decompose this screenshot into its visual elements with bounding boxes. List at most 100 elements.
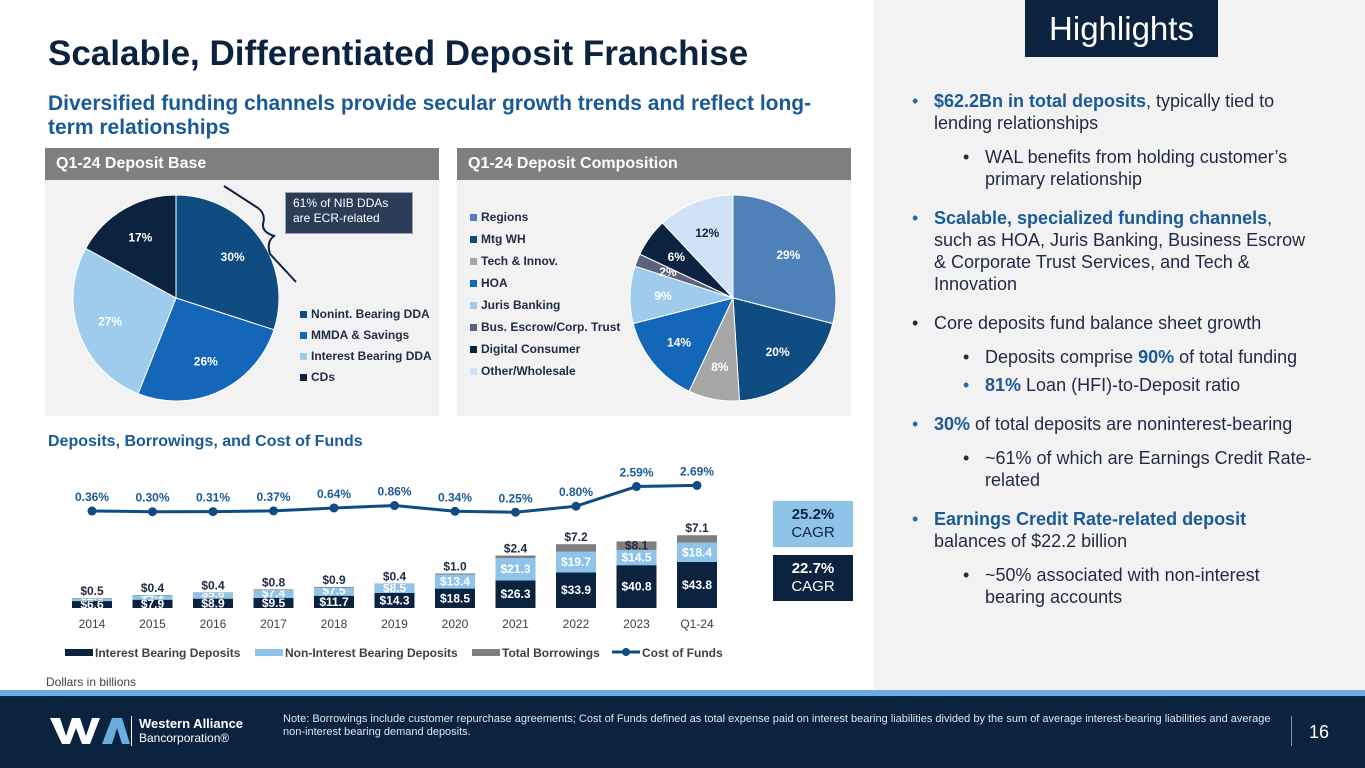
cost-of-funds-point [450, 506, 460, 516]
bar-non-interest-bearing [193, 592, 233, 599]
footer [0, 690, 1365, 768]
deposit-base-heading: Q1-24 Deposit Base [45, 148, 439, 180]
legend-label: Other/Wholesale [481, 364, 576, 378]
cost-of-funds-label: 0.80% [559, 485, 593, 499]
bar-data-label: $18.4 [682, 545, 712, 559]
bar-borrowings [72, 598, 112, 599]
deposit-composition-heading: Q1-24 Deposit Composition [457, 148, 851, 180]
legend-label: Tech & Innov. [481, 254, 558, 268]
pie-slice [732, 194, 837, 325]
x-tick-label: 2021 [502, 617, 529, 631]
highlights-list: $62.2Bn in total deposits, typically tie… [912, 90, 1312, 625]
bar-data-label: $1.0 [443, 559, 467, 573]
pie-slice [72, 247, 177, 395]
bar-non-interest-bearing [72, 598, 112, 602]
bar-interest-bearing [253, 598, 294, 608]
x-tick-label: 2022 [563, 617, 590, 631]
legend-label: Interest Bearing DDA [311, 349, 432, 363]
bar-non-interest-bearing [314, 587, 354, 596]
units-note: Dollars in billions [46, 675, 137, 689]
bar-data-label: $14.3 [379, 593, 409, 607]
bar-interest-bearing [374, 592, 415, 608]
deposit-base-pie-chart: 30% 26% 27% 17% [72, 194, 280, 402]
cost-of-funds-label: 0.31% [196, 491, 230, 505]
footer-divider [1291, 716, 1292, 746]
bar-data-label: $0.4 [201, 578, 225, 592]
bar-data-label: $8.1 [625, 539, 649, 553]
bar-data-label: $7.2 [564, 530, 588, 544]
pie-slice-label: 30% [221, 250, 245, 264]
pie-slice [175, 194, 280, 331]
x-tick-label: 2019 [381, 617, 408, 631]
bar-data-label: $0.4 [141, 581, 165, 595]
bar-data-label: $0.4 [383, 570, 407, 584]
bar-data-label: $7.1 [685, 521, 709, 535]
bar-non-interest-bearing [253, 590, 294, 599]
cost-of-funds-point [511, 507, 520, 517]
bar-interest-bearing [72, 601, 112, 608]
pie-slice-label: 6% [668, 250, 686, 264]
pie-slice [661, 194, 734, 300]
legend-label: Cost of Funds [642, 646, 723, 660]
bar-interest-bearing [193, 598, 233, 608]
legend-item: Nonint. Bearing DDA [300, 307, 432, 321]
cost-of-funds-label: 0.36% [75, 490, 109, 504]
legend-item: Regions [470, 210, 620, 224]
cost-of-funds-label: 0.86% [377, 485, 411, 499]
legend-swatch [622, 648, 630, 656]
legend-label: CDs [311, 370, 336, 384]
x-tick-label: 2020 [442, 617, 469, 631]
x-tick-label: Q1-24 [680, 617, 714, 631]
bar-data-label: $2.3 [80, 589, 104, 603]
bar-data-label: $21.3 [500, 562, 530, 576]
bar-non-interest-bearing [374, 584, 415, 593]
deposit-base-legend: Nonint. Bearing DDA MMDA & Savings Inter… [300, 307, 432, 384]
cost-of-funds-label: 0.25% [498, 491, 532, 505]
legend-item: Other/Wholesale [470, 364, 620, 378]
legend-item: Mtg WH [470, 232, 620, 246]
deposits-bar-chart: $6.6$2.3$0.52014$7.9$4.1$0.42015$8.9$5.6… [65, 464, 723, 660]
bar-borrowings [556, 544, 596, 552]
bar-non-interest-bearing [132, 595, 173, 600]
bar-data-label: $33.9 [561, 583, 591, 597]
page-title: Scalable, Differentiated Deposit Franchi… [48, 34, 749, 73]
legend-label: MMDA & Savings [311, 328, 410, 342]
bar-interest-bearing [616, 565, 657, 608]
bar-data-label: $4.1 [141, 588, 165, 602]
legend-item: Bus. Escrow/Corp. Trust [470, 320, 620, 334]
pie-slice-label: 12% [695, 226, 719, 240]
highlight-sub-bullet: 81% Loan (HFI)-to-Deposit ratio [912, 374, 1312, 396]
page-subtitle: Diversified funding channels provide sec… [48, 92, 812, 139]
bar-data-label: $13.4 [440, 575, 470, 589]
legend-label: Digital Consumer [481, 342, 581, 356]
bar-data-label: $26.3 [500, 587, 530, 601]
bar-interest-bearing [435, 588, 475, 608]
footer-note: Note: Borrowings include customer repurc… [283, 713, 1271, 738]
x-tick-label: 2014 [79, 617, 106, 631]
legend-item: Tech & Innov. [470, 254, 620, 268]
bar-data-label: $43.8 [682, 578, 712, 592]
pie-slice-label: 29% [776, 248, 800, 262]
logo-divider [131, 716, 132, 746]
bar-data-label: $0.5 [80, 584, 104, 598]
bar-data-label: $5.6 [201, 587, 225, 601]
bar-data-label: $0.9 [322, 573, 346, 587]
bar-non-interest-bearing [677, 542, 717, 563]
bar-borrowings [253, 589, 294, 591]
legend-label: Mtg WH [481, 232, 526, 246]
funds-chart-title: Deposits, Borrowings, and Cost of Funds [48, 433, 363, 450]
company-logo-icon [50, 718, 130, 744]
cagr-ib-label: CAGR [791, 578, 835, 595]
footer-accent-line [0, 690, 1365, 696]
x-tick-label: 2016 [200, 617, 227, 631]
legend-label: Juris Banking [481, 298, 561, 312]
ecr-callout: 61% of NIB DDAs are ECR-related [285, 192, 413, 234]
bar-borrowings [495, 555, 536, 559]
bar-data-label: $8.9 [201, 596, 225, 610]
bar-data-label: $7.9 [141, 597, 165, 611]
bar-data-label: $9.5 [262, 596, 286, 610]
bar-interest-bearing [314, 595, 354, 608]
company-name-line2: Bancorporation® [139, 731, 230, 745]
legend-label: Bus. Escrow/Corp. Trust [481, 320, 621, 334]
legend-label: Interest Bearing Deposits [95, 646, 241, 660]
